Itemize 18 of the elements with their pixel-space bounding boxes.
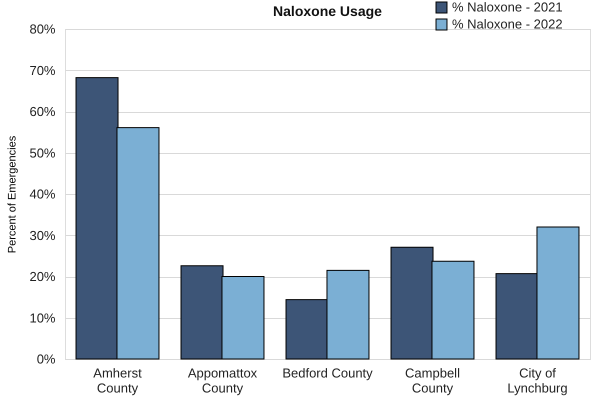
x-tick-label: City of Lynchburg: [507, 366, 568, 396]
y-tick-label: 70%: [29, 62, 56, 78]
chart-title: Naloxone Usage: [273, 3, 382, 19]
x-tick-label: Appomattox County: [188, 366, 258, 396]
y-tick-label: 50%: [29, 145, 56, 160]
y-tick-label: 60%: [29, 104, 56, 119]
y-tick-label: 0%: [36, 352, 56, 366]
y-tick-label: 40%: [29, 186, 56, 202]
y-axis-title: Percent of Emergencies: [6, 135, 18, 254]
legend-label: % Naloxone - 2021: [452, 0, 563, 14]
legend-label: % Naloxone - 2022: [452, 16, 563, 32]
x-tick-label: Bedford County: [282, 366, 374, 380]
x-tick-label: Campbell County: [405, 366, 460, 396]
x-tick-label: Amherst County: [93, 366, 142, 396]
y-tick-label: 20%: [29, 269, 56, 284]
y-tick-label: 10%: [29, 310, 56, 326]
y-tick-label: 80%: [29, 22, 56, 36]
y-tick-label: 30%: [29, 228, 56, 243]
